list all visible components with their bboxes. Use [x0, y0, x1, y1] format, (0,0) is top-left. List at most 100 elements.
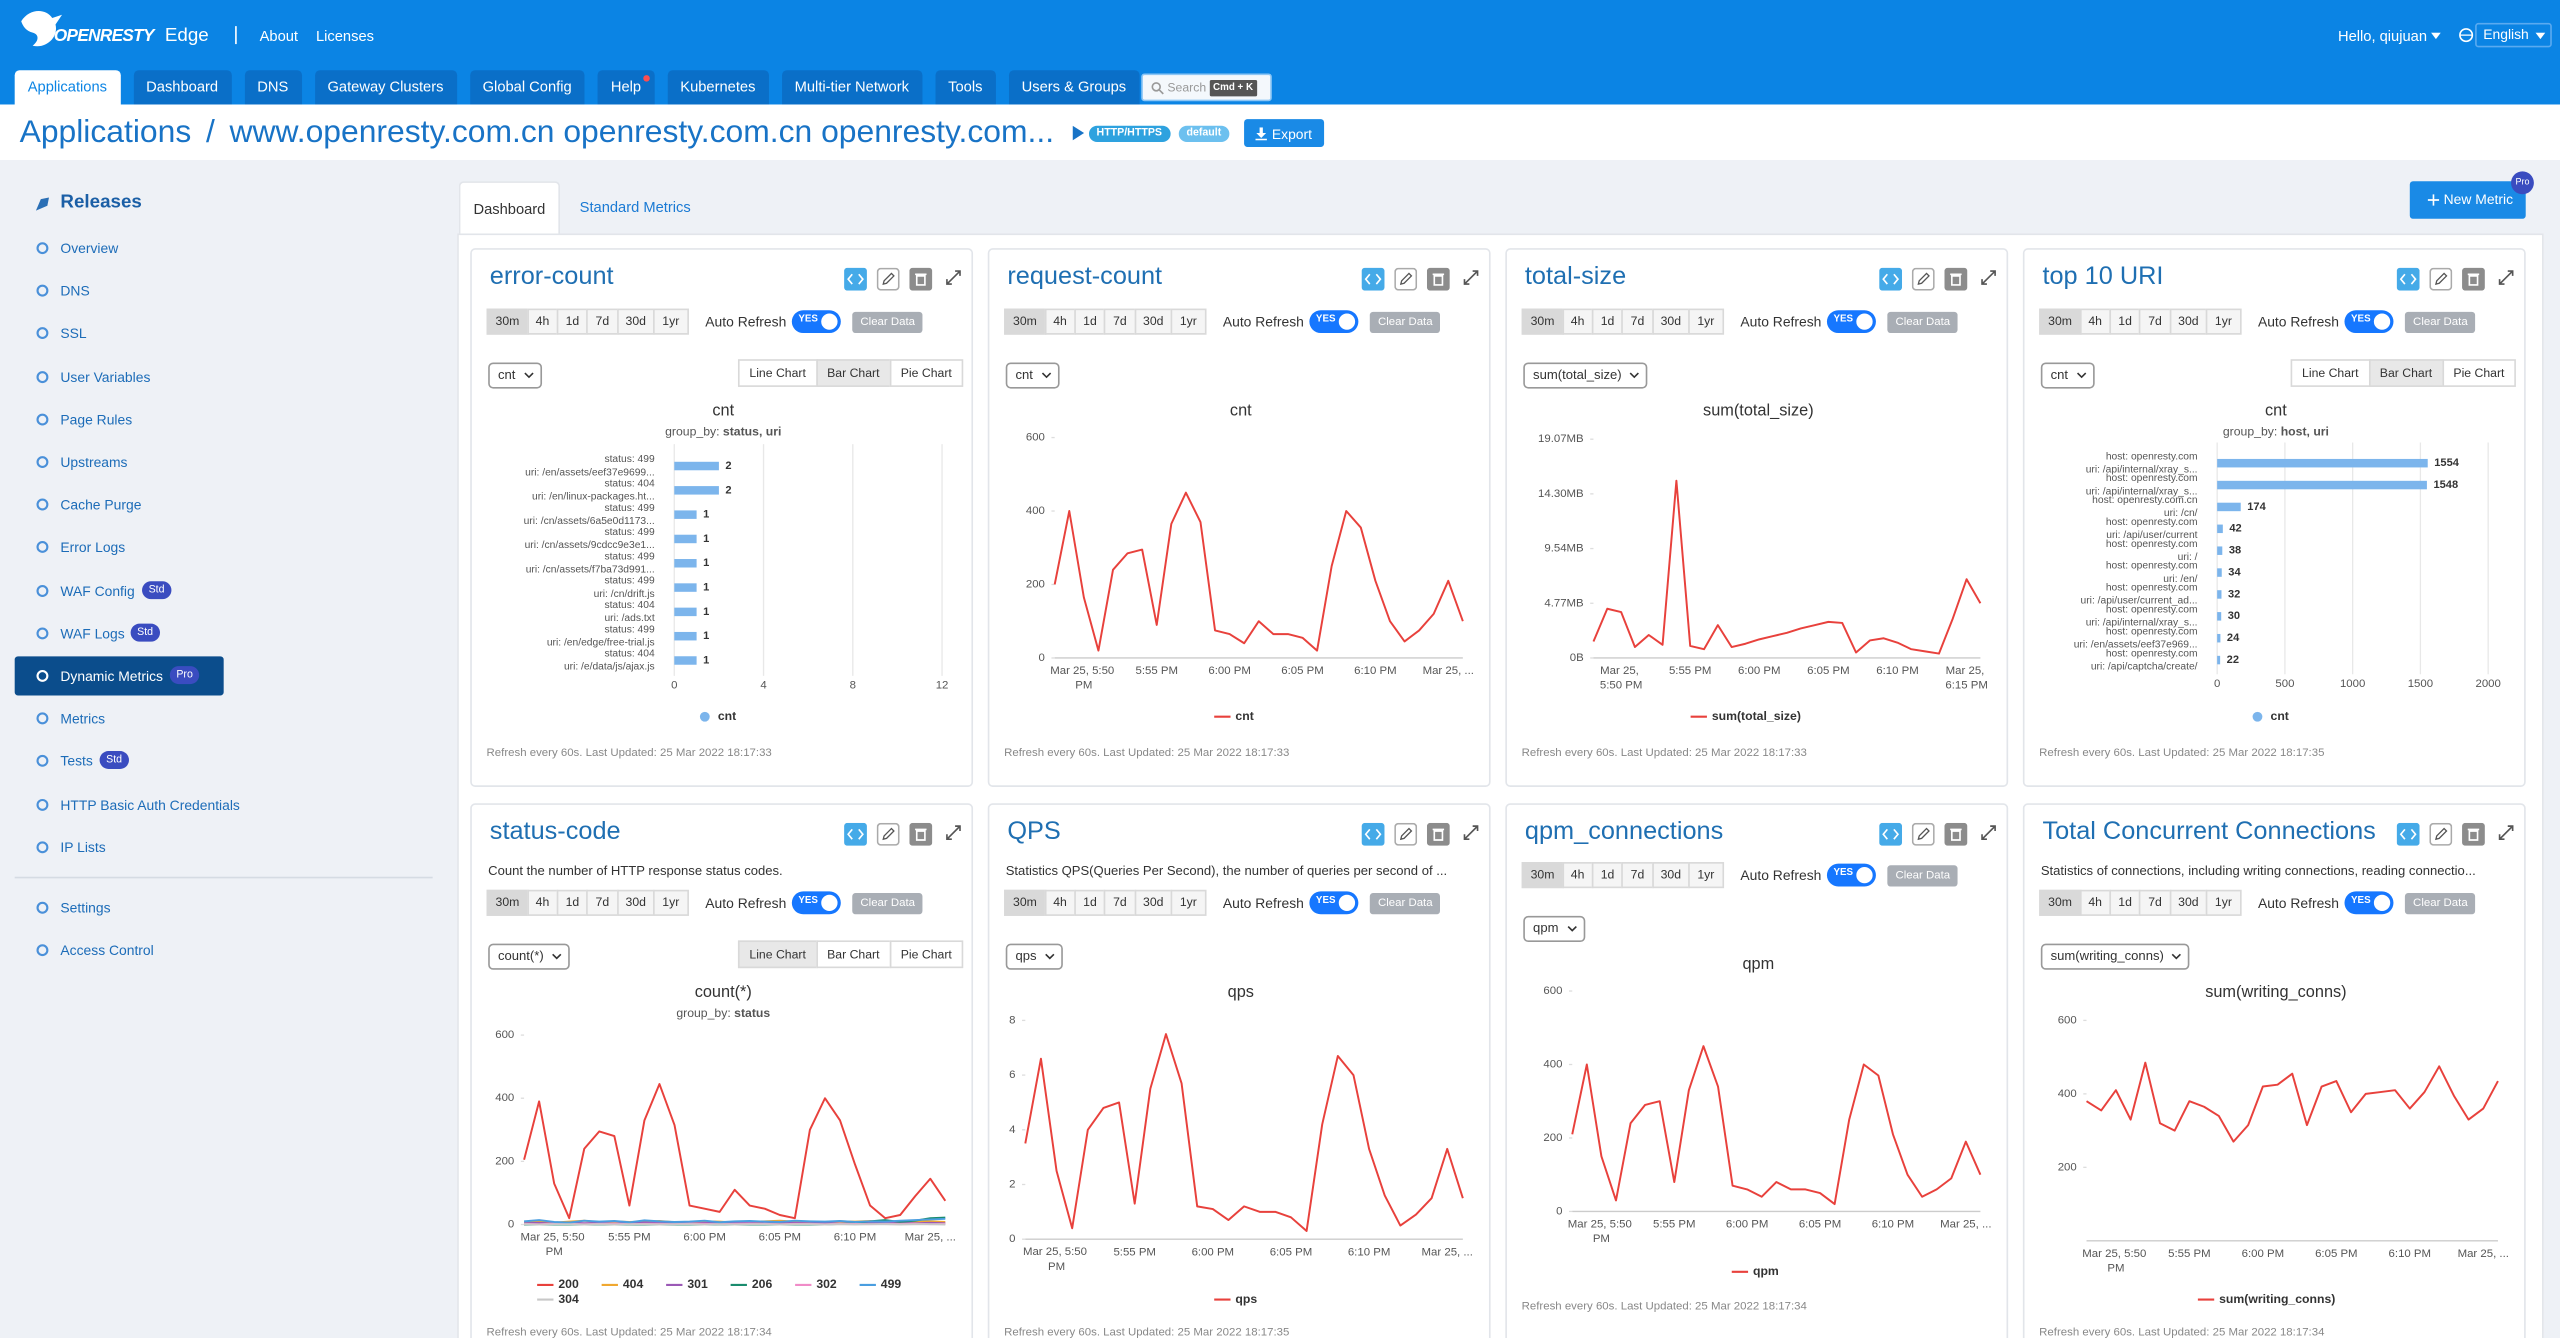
sidebar-item[interactable]: WAF Config Std: [15, 571, 423, 610]
time-range-button[interactable]: 7d: [1104, 889, 1136, 916]
sidebar-item[interactable]: Tests Std: [15, 742, 423, 781]
nav-tab[interactable]: Users & Groups: [1008, 70, 1140, 105]
time-range-button[interactable]: 1d: [2109, 308, 2141, 335]
time-range-button[interactable]: 30m: [486, 889, 529, 916]
time-range-button[interactable]: 4h: [1561, 862, 1594, 889]
icon[interactable]: [1361, 267, 1385, 291]
metric-select[interactable]: sum(writing_conns): [2040, 943, 2190, 970]
time-range-button[interactable]: 1d: [556, 889, 589, 916]
time-range-button[interactable]: 30d: [1651, 862, 1691, 889]
icon[interactable]: [1980, 824, 1996, 840]
nav-tab[interactable]: Applications: [14, 70, 121, 105]
clear-data-button[interactable]: Clear Data: [1887, 311, 1959, 334]
icon[interactable]: [1944, 822, 1968, 846]
time-range-button[interactable]: 7d: [2139, 889, 2171, 916]
time-range-button[interactable]: 30m: [2039, 308, 2081, 335]
auto-refresh-toggle[interactable]: YES: [791, 891, 841, 915]
nav-tab[interactable]: Kubernetes: [667, 70, 769, 105]
icon[interactable]: [1980, 269, 1996, 285]
nav-tab[interactable]: Tools: [935, 70, 996, 105]
icon[interactable]: [909, 822, 933, 846]
icon[interactable]: [1426, 822, 1450, 846]
icon[interactable]: [945, 824, 961, 840]
sidebar-item[interactable]: HTTP Basic Auth Credentials: [15, 785, 423, 824]
metric-select[interactable]: qps: [1005, 943, 1063, 970]
metric-select[interactable]: qpm: [1523, 915, 1585, 943]
metric-select[interactable]: sum(total_size): [1523, 362, 1648, 389]
time-range-button[interactable]: 4h: [2079, 889, 2111, 916]
sidebar-item[interactable]: SSL: [15, 314, 423, 353]
time-range-button[interactable]: 30m: [1004, 308, 1046, 335]
time-range-button[interactable]: 30d: [1651, 308, 1691, 335]
clear-data-button[interactable]: Clear Data: [852, 311, 924, 334]
icon[interactable]: [1463, 269, 1479, 285]
time-range-button[interactable]: 7d: [1621, 308, 1654, 335]
metric-select[interactable]: cnt: [2040, 362, 2095, 389]
user-menu[interactable]: Hello, qiujuan: [2337, 27, 2428, 45]
icon[interactable]: [1911, 267, 1935, 291]
icon[interactable]: [844, 267, 867, 291]
time-range-button[interactable]: 4h: [1044, 889, 1076, 916]
icon[interactable]: [2498, 824, 2514, 840]
time-range-button[interactable]: 1d: [1591, 862, 1624, 889]
chart-type-button[interactable]: Bar Chart: [815, 940, 891, 969]
time-range-button[interactable]: 7d: [586, 308, 619, 335]
auto-refresh-toggle[interactable]: YES: [791, 310, 841, 334]
icon[interactable]: [2429, 267, 2453, 291]
icon[interactable]: [2429, 822, 2453, 846]
export-button[interactable]: Export: [1244, 119, 1324, 147]
icon[interactable]: [1911, 822, 1935, 846]
icon[interactable]: [1879, 822, 1903, 846]
icon[interactable]: [945, 269, 961, 285]
icon[interactable]: [1944, 267, 1968, 291]
icon[interactable]: [844, 822, 867, 846]
chart-type-button[interactable]: Line Chart: [2290, 359, 2370, 387]
time-range-button[interactable]: 1d: [2109, 889, 2141, 916]
clear-data-button[interactable]: Clear Data: [1369, 893, 1441, 915]
sidebar-item[interactable]: Metrics: [15, 699, 423, 738]
time-range-button[interactable]: 1d: [1591, 308, 1624, 335]
time-range-button[interactable]: 1yr: [2205, 889, 2241, 916]
icon[interactable]: [909, 267, 933, 291]
chart-type-button[interactable]: Bar Chart: [2368, 359, 2444, 387]
time-range-button[interactable]: 1yr: [1688, 308, 1724, 335]
time-range-button[interactable]: 30m: [1521, 862, 1564, 889]
sidebar-item[interactable]: Page Rules: [15, 400, 423, 439]
time-range-button[interactable]: 30d: [2169, 889, 2208, 916]
header-link[interactable]: Licenses: [315, 27, 374, 45]
chart-type-button[interactable]: Pie Chart: [889, 359, 964, 387]
chart-type-button[interactable]: Bar Chart: [815, 359, 891, 387]
time-range-button[interactable]: 30d: [616, 308, 655, 335]
time-range-button[interactable]: 30m: [1004, 889, 1046, 916]
time-range-button[interactable]: 30m: [1521, 308, 1564, 335]
header-link[interactable]: About: [259, 27, 299, 45]
auto-refresh-toggle[interactable]: YES: [2344, 891, 2394, 915]
chart-type-button[interactable]: Pie Chart: [2441, 359, 2516, 387]
metric-select[interactable]: cnt: [488, 362, 542, 389]
metric-select[interactable]: count(*): [488, 943, 570, 970]
sidebar-item[interactable]: DNS: [15, 271, 423, 310]
chart-type-button[interactable]: Line Chart: [737, 359, 818, 387]
clear-data-button[interactable]: Clear Data: [1369, 311, 1441, 334]
time-range-button[interactable]: 1yr: [1170, 889, 1206, 916]
content-tab[interactable]: Standard Metrics: [579, 199, 691, 216]
time-range-button[interactable]: 4h: [1561, 308, 1594, 335]
time-range-button[interactable]: 30m: [486, 308, 529, 335]
sidebar-item[interactable]: Error Logs: [15, 528, 423, 567]
new-metric-button[interactable]: New Metric: [2409, 181, 2526, 219]
nav-tab[interactable]: Dashboard: [133, 70, 232, 105]
auto-refresh-toggle[interactable]: YES: [1309, 310, 1359, 334]
icon[interactable]: [2462, 267, 2485, 291]
icon[interactable]: [1463, 824, 1479, 840]
time-range-button[interactable]: 7d: [2139, 308, 2171, 335]
time-range-button[interactable]: 1yr: [653, 308, 689, 335]
metric-select[interactable]: cnt: [1005, 362, 1060, 389]
chart-type-button[interactable]: Line Chart: [737, 940, 818, 969]
time-range-button[interactable]: 4h: [1044, 308, 1076, 335]
clear-data-button[interactable]: Clear Data: [852, 893, 924, 915]
sidebar-item[interactable]: Access Control: [15, 931, 423, 970]
sidebar-item[interactable]: Upstreams: [15, 442, 423, 481]
time-range-button[interactable]: 1d: [1074, 889, 1106, 916]
nav-tab[interactable]: DNS: [244, 70, 302, 105]
language-select[interactable]: English: [2475, 22, 2552, 48]
